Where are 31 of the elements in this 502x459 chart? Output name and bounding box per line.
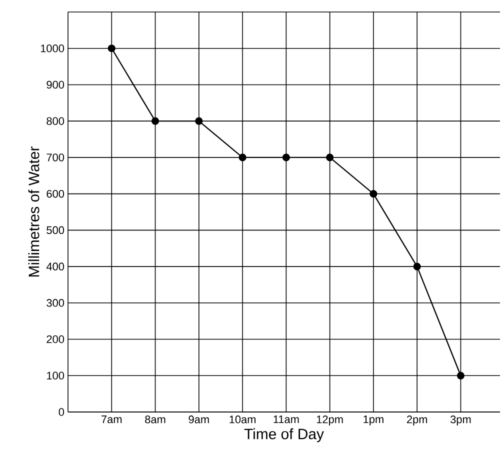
point (413, 262, 421, 270)
x-tick-label: 12pm (316, 416, 343, 426)
y-axis-title: Millimetres of Water (28, 146, 40, 277)
point (326, 154, 334, 162)
x-tick-label: 3pm (450, 416, 471, 426)
y-tick-label: 1000 (40, 44, 64, 52)
x-tick-label: 11am (274, 416, 299, 424)
point (108, 44, 116, 52)
y-tick-label: 500 (46, 226, 64, 234)
x-tick-label: 2pm (406, 416, 428, 426)
point (282, 154, 290, 162)
y-tick-label: 600 (46, 190, 64, 198)
point (370, 190, 378, 198)
x-tick-label: 1pm (364, 416, 384, 426)
point (456, 372, 465, 380)
y-tick-label: 800 (46, 117, 64, 125)
point (151, 117, 160, 125)
y-tick-label: 100 (47, 372, 64, 380)
y-tick-label: 900 (46, 80, 64, 89)
point (195, 117, 203, 125)
x-tick-label: 7am (102, 416, 122, 424)
x-tick-label: 8am (145, 416, 166, 424)
y-tick-label: 300 (46, 299, 64, 307)
y-tick-label: 400 (46, 262, 64, 270)
point (238, 154, 246, 162)
y-tick-label: 700 (46, 154, 64, 162)
y-tick-label: 200 (46, 335, 64, 344)
x-tick-label: 9am (188, 416, 209, 424)
x-axis-title: Time of Day (244, 428, 324, 442)
y-tick-label: 0 (58, 408, 64, 416)
x-tick-label: 10am (230, 416, 256, 424)
